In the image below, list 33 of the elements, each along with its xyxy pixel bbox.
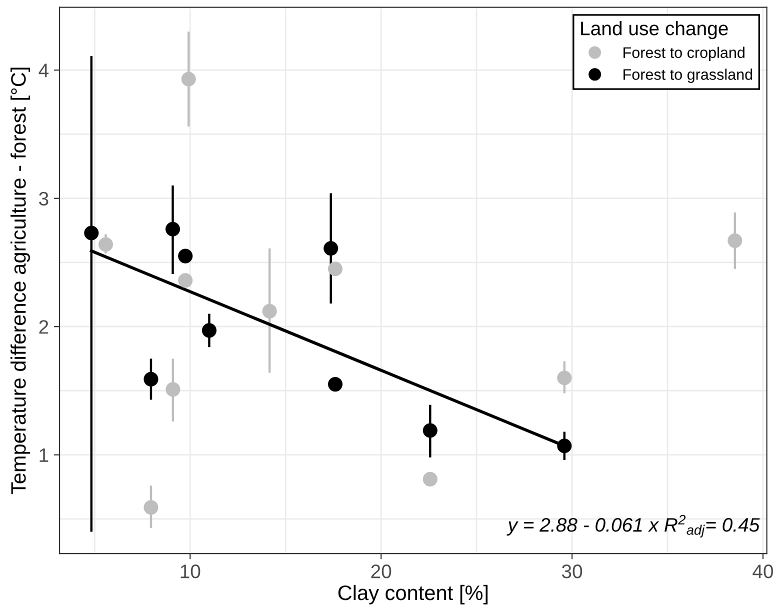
point (144, 372, 158, 386)
legend-label: Forest to cropland (624, 46, 744, 62)
x-tick-label: 30 (562, 564, 582, 578)
y-tick-label: 4 (38, 64, 49, 78)
point (181, 72, 196, 86)
x-axis-title: Clay content [%] (338, 584, 488, 604)
point (144, 500, 158, 515)
point (728, 233, 742, 248)
point (98, 237, 114, 252)
point (84, 226, 99, 240)
annotation: y = 2.88 - 0.061 x R$^{2}$$_{adj}$= 0.45 (506, 514, 760, 538)
point (422, 472, 438, 486)
x-tick-label: 40 (752, 564, 773, 578)
x-tick-label: 10 (180, 564, 200, 578)
legend-title: Land use change (581, 21, 728, 40)
point (422, 423, 438, 438)
point (202, 323, 217, 338)
y-tick-label: 2 (39, 320, 48, 334)
point (557, 438, 572, 454)
point (178, 273, 193, 288)
point (557, 370, 572, 386)
y-tick-label: 3 (39, 192, 48, 206)
point (324, 241, 338, 256)
point (262, 304, 277, 318)
point (328, 262, 343, 276)
point (166, 382, 180, 397)
x-tick-label: 20 (371, 564, 392, 578)
y-axis-title: Temperature difference agriculture - forest [°C] (10, 68, 30, 494)
y-tick-label: 1 (40, 448, 48, 462)
point (178, 248, 193, 264)
point (165, 222, 180, 236)
legend-label: Forest to grassland (624, 68, 752, 83)
point (328, 377, 343, 392)
